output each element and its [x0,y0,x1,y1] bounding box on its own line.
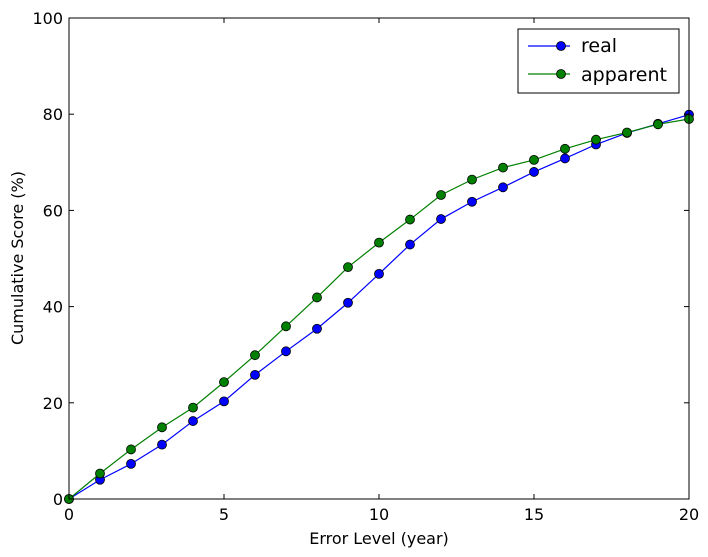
data-point-real-16 [560,153,570,164]
legend-marker-real [556,41,566,51]
data-point-real-12 [436,214,446,224]
data-point-apparent-12 [436,190,446,200]
data-point-real-5 [219,396,229,407]
series-apparent [64,114,694,504]
legend-entry-apparent: apparent [528,64,667,86]
y-tick-label-0: 0 [53,490,63,509]
data-point-apparent-2 [126,444,136,455]
data-point-apparent-9 [343,262,353,273]
x-tick-label-20: 20 [679,505,699,524]
data-point-apparent-15 [529,154,539,165]
y-tick-label-100: 100 [32,9,63,28]
x-tick-label-15: 15 [524,505,544,524]
y-tick-label-20: 20 [43,394,63,413]
data-point-real-7 [281,346,291,357]
data-point-apparent-10 [374,237,384,248]
data-point-apparent-19 [653,119,663,130]
data-point-real-3 [157,439,167,450]
data-point-real-4 [188,416,198,426]
data-point-apparent-6 [250,350,260,361]
legend: real apparent [517,28,680,94]
data-point-real-6 [250,370,260,380]
data-point-apparent-5 [219,377,229,388]
x-tick-label-10: 10 [369,505,389,524]
y-tick-label-40: 40 [43,298,63,317]
data-point-real-9 [343,297,353,308]
data-point-real-8 [312,323,322,334]
data-point-apparent-11 [405,214,415,225]
data-point-apparent-1 [95,468,105,479]
data-point-real-10 [374,268,384,279]
x-tick-label-0: 0 [64,505,74,524]
data-point-apparent-13 [467,174,477,185]
x-axis-label: Error Level (year) [309,529,449,548]
data-point-apparent-7 [281,321,291,332]
data-point-real-14 [498,182,508,193]
data-point-apparent-16 [560,143,570,154]
y-tick-label-60: 60 [43,201,63,220]
legend-entry-real: real [528,35,617,57]
legend-box [517,28,680,94]
legend-label-real: real [581,35,617,57]
data-point-apparent-14 [498,162,508,173]
series-layer [64,109,694,504]
data-point-apparent-4 [188,402,198,413]
legend-marker-apparent [556,69,566,79]
data-point-apparent-17 [591,134,601,145]
x-tick-label-5: 5 [219,505,229,524]
data-point-apparent-3 [157,422,167,433]
y-tick-label-80: 80 [43,105,63,124]
data-point-apparent-18 [622,127,632,138]
data-point-real-15 [529,167,539,177]
data-point-real-11 [405,239,415,250]
legend-label-apparent: apparent [581,64,667,86]
ticks-layer: 0 5 10 15 20 0 20 40 60 80 100 [32,9,699,524]
data-point-apparent-8 [312,292,322,303]
y-axis-label: Cumulative Score (%) [8,171,27,345]
data-point-real-13 [467,196,477,207]
data-point-real-2 [126,458,136,469]
